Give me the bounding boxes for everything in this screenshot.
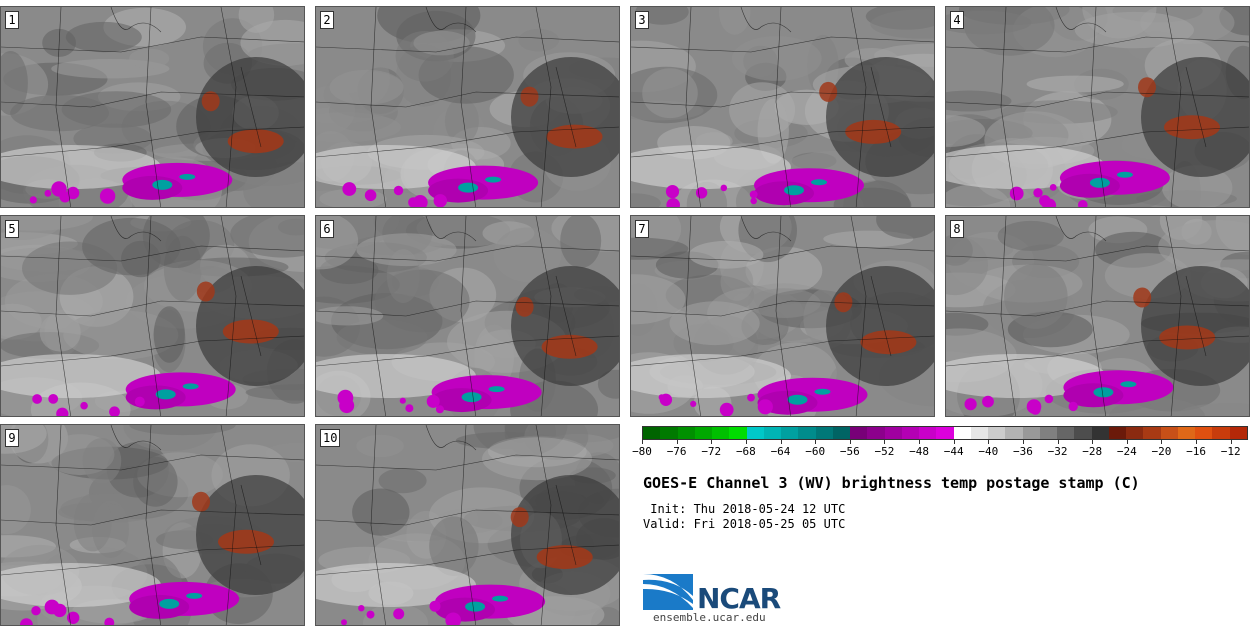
colorbar-tick — [1126, 440, 1128, 444]
colorbar-tick-label: −36 — [1012, 445, 1033, 458]
colorbar-segment — [1091, 427, 1109, 439]
colorbar-tick-label: −76 — [666, 445, 687, 458]
colorbar-segment — [815, 427, 833, 439]
panel-number-label: 4 — [950, 11, 964, 29]
colorbar-tick-label: −40 — [978, 445, 999, 458]
colorbar-tick-label: −20 — [1151, 445, 1172, 458]
colorbar-tick — [780, 440, 782, 444]
colorbar-tick — [711, 440, 713, 444]
valid-time: Valid: Fri 2018-05-25 05 UTC — [643, 517, 846, 531]
colorbar-tick — [1022, 440, 1024, 444]
colorbar-segment — [1005, 427, 1023, 439]
colorbar-segment — [643, 427, 661, 439]
colorbar-segment — [660, 427, 678, 439]
map-panel: 8 — [945, 215, 1250, 417]
colorbar-segment — [1160, 427, 1178, 439]
colorbar-segment — [1108, 427, 1126, 439]
colorbar-segment — [1074, 427, 1092, 439]
colorbar-tick — [849, 440, 851, 444]
panel-number-label: 2 — [320, 11, 334, 29]
colorbar-segment — [832, 427, 850, 439]
colorbar-tick-label: −16 — [1186, 445, 1206, 458]
colorbar-segment — [936, 427, 954, 439]
map-panel: 2 — [315, 6, 620, 208]
colorbar-segment — [1143, 427, 1161, 439]
init-time: Init: Thu 2018-05-24 12 UTC — [643, 502, 846, 516]
colorbar-tick-label: −80 — [632, 445, 652, 458]
colorbar-segment — [1229, 427, 1247, 439]
map-panel: 4 — [945, 6, 1250, 208]
colorbar-segment — [884, 427, 902, 439]
map-panel: 10 — [315, 424, 620, 626]
colorbar-tick-label: −68 — [735, 445, 756, 458]
colorbar-tick-label: −28 — [1082, 445, 1103, 458]
colorbar-segment — [1039, 427, 1057, 439]
colorbar-tick-label: −44 — [943, 445, 964, 458]
colorbar-segment — [919, 427, 937, 439]
colorbar-tick — [1196, 440, 1198, 444]
map-panel: 6 — [315, 215, 620, 417]
colorbar-tick — [1092, 440, 1094, 444]
panel-number-label: 5 — [5, 220, 19, 238]
colorbar-segment — [953, 427, 971, 439]
colorbar-tick — [815, 440, 817, 444]
colorbar-segment — [867, 427, 885, 439]
panel-number-label: 3 — [635, 11, 649, 29]
colorbar — [642, 426, 1248, 440]
map-panel: 5 — [0, 215, 305, 417]
map-panel: 1 — [0, 6, 305, 208]
panel-number-label: 6 — [320, 220, 334, 238]
colorbar-tick — [884, 440, 886, 444]
map-panel: 3 — [630, 6, 935, 208]
colorbar-tick-label: −72 — [701, 445, 722, 458]
colorbar-segment — [988, 427, 1006, 439]
colorbar-tick — [642, 440, 643, 444]
colorbar-segment — [1195, 427, 1213, 439]
colorbar-segment — [1126, 427, 1144, 439]
colorbar-segment — [746, 427, 764, 439]
colorbar-segment — [901, 427, 919, 439]
colorbar-tick — [1230, 440, 1232, 444]
colorbar-segment — [677, 427, 695, 439]
colorbar-tick-label: −32 — [1047, 445, 1068, 458]
colorbar-segment — [1212, 427, 1230, 439]
colorbar-tick-label: −12 — [1220, 445, 1241, 458]
colorbar-tick — [745, 440, 747, 444]
colorbar-segment — [1177, 427, 1195, 439]
ncar-logo-icon — [643, 574, 693, 610]
figure-title: GOES-E Channel 3 (WV) brightness temp po… — [643, 474, 1140, 492]
panel-number-label: 1 — [5, 11, 19, 29]
colorbar-segment — [781, 427, 799, 439]
panel-number-label: 9 — [5, 429, 19, 447]
colorbar-tick — [676, 440, 678, 444]
colorbar-segment — [1057, 427, 1075, 439]
map-panel: 7 — [630, 215, 935, 417]
colorbar-tick-label: −24 — [1116, 445, 1137, 458]
colorbar-tick-label: −52 — [874, 445, 895, 458]
colorbar-tick — [953, 440, 955, 444]
panel-number-label: 7 — [635, 220, 649, 238]
logo-url: ensemble.ucar.edu — [653, 611, 766, 624]
colorbar-ticks: −80 −76 −72 −68 −64 −60 −56 −52 −48 −44 −40 −36 −32 −… — [632, 440, 1248, 460]
colorbar-segment — [850, 427, 868, 439]
colorbar-segment — [970, 427, 988, 439]
colorbar-segment — [763, 427, 781, 439]
colorbar-tick-label: −56 — [839, 445, 860, 458]
colorbar-segment — [1022, 427, 1040, 439]
colorbar-segment — [729, 427, 747, 439]
colorbar-tick — [1057, 440, 1059, 444]
colorbar-tick-label: −60 — [805, 445, 826, 458]
colorbar-segment — [712, 427, 730, 439]
map-panel: 9 — [0, 424, 305, 626]
panel-number-label: 10 — [320, 429, 341, 447]
colorbar-tick-label: −48 — [909, 445, 929, 458]
colorbar-tick — [1161, 440, 1163, 444]
logo-wordmark: NCAR — [697, 582, 781, 615]
colorbar-segment — [694, 427, 712, 439]
colorbar-tick — [988, 440, 990, 444]
colorbar-segment — [798, 427, 816, 439]
colorbar-tick — [919, 440, 921, 444]
colorbar-tick-label: −64 — [770, 445, 791, 458]
panel-number-label: 8 — [950, 220, 964, 238]
